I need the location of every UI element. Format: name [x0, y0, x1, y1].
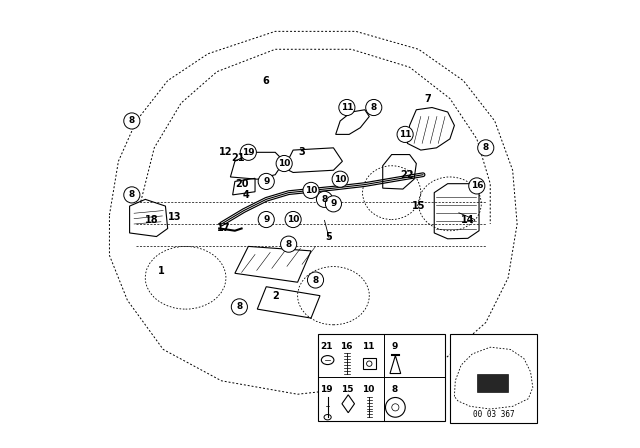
- Circle shape: [124, 113, 140, 129]
- Text: 15: 15: [412, 201, 426, 211]
- FancyBboxPatch shape: [450, 334, 538, 423]
- Text: 6: 6: [263, 76, 269, 86]
- Circle shape: [285, 211, 301, 228]
- Text: 10: 10: [278, 159, 291, 168]
- Text: 8: 8: [236, 302, 243, 311]
- Text: 22: 22: [401, 170, 414, 180]
- Text: 10: 10: [334, 175, 346, 184]
- Text: 12: 12: [219, 147, 233, 157]
- Text: 10: 10: [305, 186, 317, 195]
- Polygon shape: [477, 374, 508, 392]
- Text: 15: 15: [341, 385, 353, 394]
- Text: 11: 11: [399, 130, 412, 139]
- Text: 9: 9: [263, 177, 269, 186]
- Text: 5: 5: [326, 233, 332, 242]
- Circle shape: [332, 171, 348, 187]
- Text: 20: 20: [235, 179, 248, 189]
- Text: 8: 8: [312, 276, 319, 284]
- Text: 8: 8: [371, 103, 377, 112]
- Text: 8: 8: [391, 385, 397, 394]
- Text: 8: 8: [129, 116, 135, 125]
- Circle shape: [258, 211, 275, 228]
- Circle shape: [303, 182, 319, 198]
- Circle shape: [231, 299, 248, 315]
- Text: 16: 16: [340, 342, 352, 351]
- Circle shape: [339, 99, 355, 116]
- Text: 00 03 367: 00 03 367: [473, 410, 515, 419]
- Text: 9: 9: [391, 342, 397, 351]
- Text: 19: 19: [321, 385, 333, 394]
- Text: 9: 9: [263, 215, 269, 224]
- Text: 11: 11: [340, 103, 353, 112]
- Text: 1: 1: [157, 266, 164, 276]
- Text: 14: 14: [461, 215, 475, 224]
- Text: 19: 19: [242, 148, 255, 157]
- Circle shape: [307, 272, 324, 288]
- Text: 18: 18: [145, 215, 159, 224]
- Text: 8: 8: [483, 143, 489, 152]
- Text: 13: 13: [168, 212, 181, 222]
- Circle shape: [280, 236, 297, 252]
- Text: 16: 16: [470, 181, 483, 190]
- Circle shape: [276, 155, 292, 172]
- Text: 4: 4: [243, 190, 250, 200]
- Circle shape: [240, 144, 257, 160]
- Text: 10: 10: [362, 385, 374, 394]
- Circle shape: [397, 126, 413, 142]
- Text: 8: 8: [321, 195, 328, 204]
- Circle shape: [124, 187, 140, 203]
- Text: 3: 3: [299, 147, 305, 157]
- Circle shape: [468, 178, 485, 194]
- Text: 9: 9: [330, 199, 337, 208]
- Text: 11: 11: [362, 342, 374, 351]
- Circle shape: [258, 173, 275, 190]
- Circle shape: [316, 191, 333, 207]
- Text: 21: 21: [321, 342, 333, 351]
- Circle shape: [365, 99, 382, 116]
- Text: 8: 8: [285, 240, 292, 249]
- Text: 17: 17: [217, 224, 230, 233]
- Text: 21: 21: [231, 153, 244, 163]
- Circle shape: [477, 140, 494, 156]
- Text: 10: 10: [287, 215, 300, 224]
- Text: 7: 7: [424, 94, 431, 103]
- Circle shape: [325, 196, 342, 212]
- FancyBboxPatch shape: [317, 334, 445, 421]
- Text: 8: 8: [129, 190, 135, 199]
- Text: 2: 2: [272, 291, 278, 301]
